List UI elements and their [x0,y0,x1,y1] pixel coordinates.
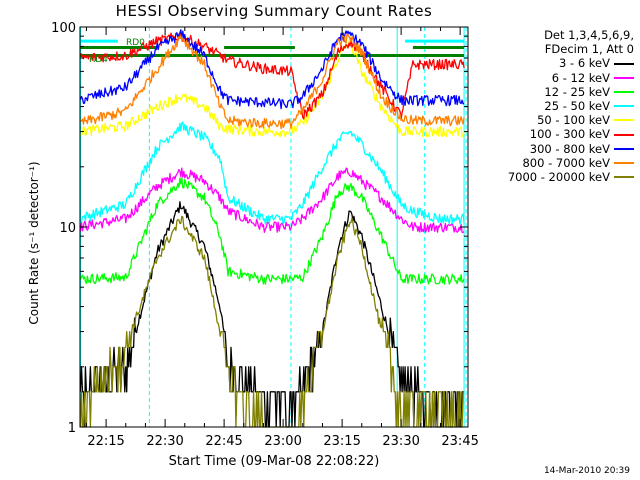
series-line-2 [79,177,465,285]
series-group [79,29,465,428]
legend-entry-label: 25 - 50 keV [544,99,610,114]
y-tick-label: 1 [68,421,76,436]
legend-swatch [614,133,634,136]
x-tick-label: 23:15 [323,434,360,449]
legend-entry-label: 300 - 800 keV [529,141,610,156]
x-tick-label: 22:30 [146,434,183,449]
series-line-1 [79,167,465,234]
x-tick-label: 23:45 [441,434,478,449]
series-line-6 [79,29,465,110]
legend-swatch [614,176,634,179]
legend-swatch [614,161,634,164]
legend-entry: 7000 - 20000 keV [478,170,634,184]
legend-entry-label: 12 - 25 keV [544,84,610,99]
legend-entry: 6 - 12 keV [478,71,634,85]
chart-title: HESSI Observing Summary Count Rates [115,2,433,20]
legend-header-line-2: FDecim 1, Att 0 [544,42,634,57]
legend-swatch [614,147,634,150]
legend-entry: 100 - 300 keV [478,127,634,141]
x-tick-label: 23:30 [382,434,419,449]
series-line-5 [80,32,465,121]
legend-entry: 3 - 6 keV [478,56,634,70]
legend-swatch [614,76,634,79]
x-tick-label: 22:15 [87,434,124,449]
legend-entry: 50 - 100 keV [478,113,634,127]
x-tick-label: 22:45 [205,434,242,449]
legend-entry-label: 800 - 7000 keV [522,155,610,170]
legend-entry: 800 - 7000 keV [478,156,634,170]
legend-entry-label: 50 - 100 keV [537,113,610,128]
legend-entry: 25 - 50 keV [478,99,634,113]
legend-entry-label: 7000 - 20000 keV [507,170,610,185]
legend-swatch [614,62,634,65]
legend-entry-label: 6 - 12 keV [551,70,610,85]
y-tick-label: 10 [59,221,76,236]
legend-entries: 3 - 6 keV 6 - 12 keV 12 - 25 keV 25 - 50 ke… [478,56,634,184]
legend-entry-label: 100 - 300 keV [529,127,610,142]
series-line-4 [80,36,465,138]
legend: Det 1,3,4,5,6,9, FDecim 1, Att 0 3 - 6 k… [478,28,634,184]
flag-labels: RD0 RD4 [89,38,145,65]
timestamp: 14-Mar-2010 20:39 [543,466,630,476]
series-line-7 [80,33,465,130]
x-axis-label: Start Time (09-Mar-08 22:08:22) [168,454,380,469]
y-tick-label: 100 [51,21,76,36]
legend-header-line-1: Det 1,3,4,5,6,9, [544,28,634,42]
tick-labels: 22:15 22:30 22:45 23:00 23:15 23:30 23:45 1 10 10… [51,21,479,449]
flag-label-rd4: RD4 [89,55,108,65]
y-axis-label: Count Rate (s⁻¹ detector⁻¹) [27,161,41,325]
flag-label-rd0: RD0 [126,38,145,48]
x-tick-label: 23:00 [264,434,301,449]
legend-entry-label: 3 - 6 keV [559,56,610,71]
axes [79,26,469,428]
legend-swatch [614,105,634,108]
series-line-3 [80,121,465,225]
legend-swatch [614,119,634,122]
legend-entry: 12 - 25 keV [478,85,634,99]
legend-swatch [614,90,634,93]
legend-entry: 300 - 800 keV [478,142,634,156]
